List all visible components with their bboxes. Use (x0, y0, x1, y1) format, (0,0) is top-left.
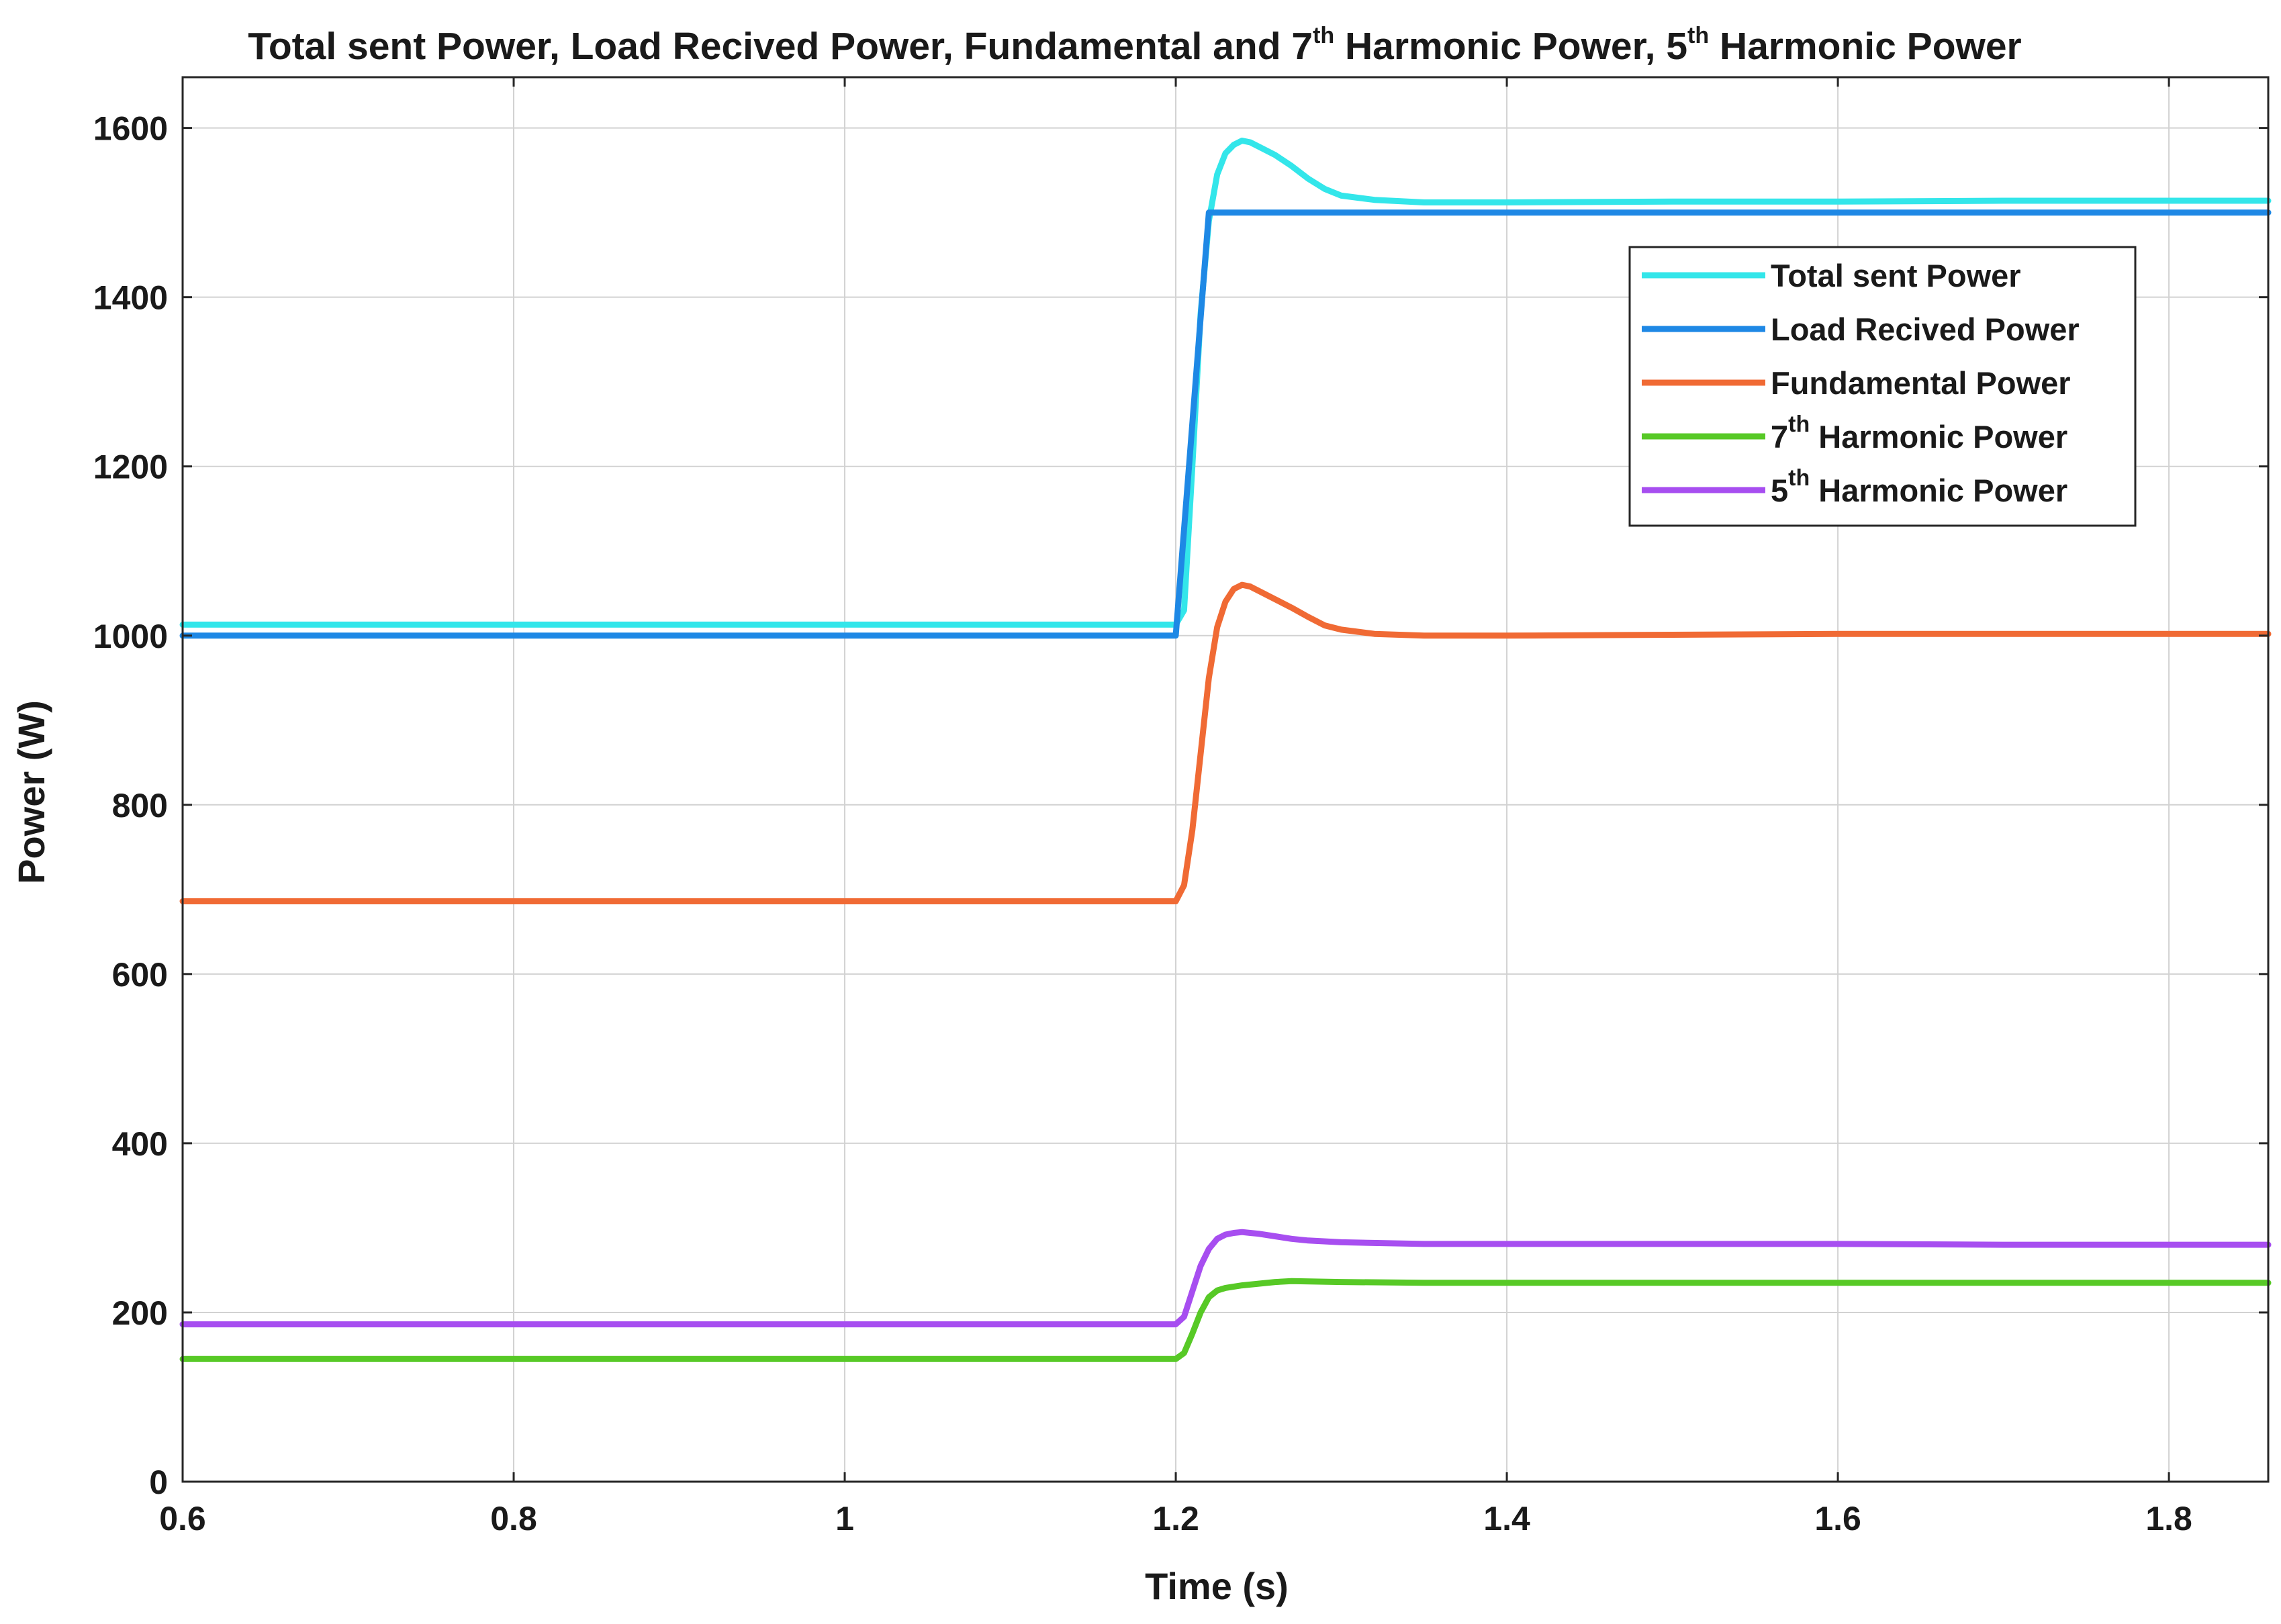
legend-box (1628, 246, 2137, 527)
series-line-3 (179, 1278, 2272, 1362)
x-axis-label: Time (s) (1145, 1565, 1289, 1607)
x-tick-label-0: 0.6 (159, 1500, 206, 1537)
text-part-0: 7 (1771, 419, 1788, 455)
y-tick-label-8: 1600 (93, 110, 168, 148)
x-tick-label-5: 1.6 (1814, 1500, 1861, 1537)
text-part-0: Fundamental Power (1771, 365, 2071, 401)
x-tick-label-2: 1 (835, 1500, 854, 1537)
text-part-0: 5 (1771, 473, 1788, 508)
text-part-2: Harmonic Power, 5 (1334, 25, 1687, 68)
legend: Total sent Power Load Recived Power Fundam… (1628, 246, 2137, 527)
legend-label-2: Fundamental Power (1771, 365, 2071, 401)
x-tick-label-4: 1.4 (1483, 1500, 1530, 1537)
x-tick-label-3: 1.2 (1152, 1500, 1199, 1537)
x-tick-label-6: 1.8 (2145, 1500, 2192, 1537)
y-tick-label-3: 600 (112, 956, 168, 994)
y-axis-label: Power (W) (10, 700, 52, 884)
ticks: 0.6 0.8 1 1.2 1.4 1.6 1.8 0 200 400 600 800 1000 1200… (93, 77, 2268, 1537)
series-line-2 (179, 581, 2272, 904)
text-part-1: th (1788, 412, 1810, 437)
text-part-1: th (1788, 465, 1810, 491)
legend-label-0: Total sent Power (1771, 258, 2021, 293)
y-tick-label-0: 0 (149, 1464, 168, 1501)
text-part-3: th (1687, 23, 1709, 48)
text-part-0: Load Recived Power (1771, 312, 2080, 347)
text-part-1: th (1313, 23, 1334, 48)
y-tick-label-6: 1200 (93, 448, 168, 486)
axes-box (181, 76, 2270, 1483)
text-part-2: Harmonic Power (1810, 473, 2067, 508)
series-line-1 (179, 209, 2272, 639)
text-part-2: Harmonic Power (1810, 419, 2067, 455)
legend-label-1: Load Recived Power (1771, 312, 2080, 347)
series-line-4 (179, 1229, 2272, 1328)
y-tick-label-2: 400 (112, 1125, 168, 1163)
series-group (179, 138, 2272, 1362)
text-part-0: Total sent Power, Load Recived Power, Fu… (248, 25, 1313, 68)
x-tick-label-1: 0.8 (490, 1500, 537, 1537)
chart-title: Total sent Power, Load Recived Power, Fu… (248, 23, 2022, 68)
text-part-0: Total sent Power (1771, 258, 2021, 293)
y-tick-label-5: 1000 (93, 618, 168, 655)
legend-label-3: 7th Harmonic Power (1771, 412, 2067, 455)
legend-label-4: 5th Harmonic Power (1771, 465, 2067, 508)
y-tick-label-7: 1400 (93, 279, 168, 317)
y-tick-label-4: 800 (112, 787, 168, 824)
y-tick-label-1: 200 (112, 1294, 168, 1332)
text-part-4: Harmonic Power (1709, 25, 2022, 68)
